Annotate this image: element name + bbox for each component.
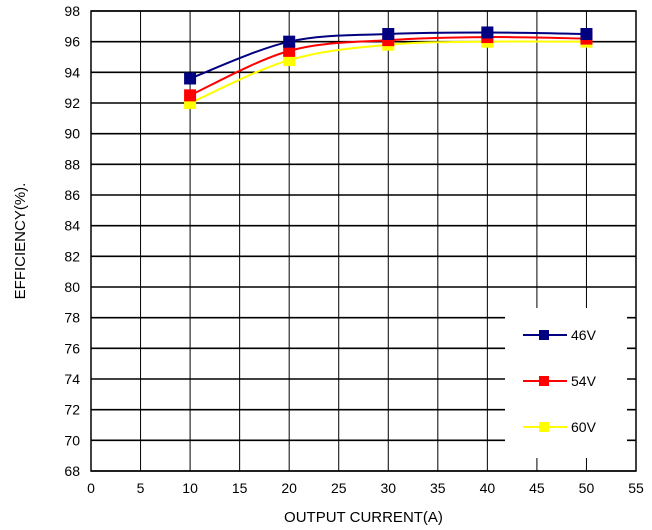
- y-tick-label: 98: [64, 3, 80, 19]
- x-axis-ticks: 0 5 10 15 20 25 30 35 40 45 50 55: [87, 480, 644, 496]
- data-point-46V: [184, 72, 197, 85]
- x-tick-label: 45: [529, 480, 545, 496]
- data-point-54V: [184, 89, 197, 102]
- data-point-46V: [283, 35, 296, 48]
- y-tick-label: 94: [64, 64, 80, 80]
- legend-item-54V: 54V: [523, 373, 597, 389]
- x-tick-label: 25: [331, 480, 347, 496]
- x-tick-label: 20: [281, 480, 297, 496]
- legend-marker: [539, 330, 549, 340]
- legend-marker: [539, 376, 549, 386]
- legend-label: 54V: [571, 373, 597, 389]
- y-tick-label: 88: [64, 156, 80, 172]
- x-tick-label: 35: [430, 480, 446, 496]
- x-tick-label: 15: [232, 480, 248, 496]
- y-tick-label: 74: [64, 371, 80, 387]
- x-tick-label: 40: [480, 480, 496, 496]
- plot-frame: [90, 10, 637, 472]
- y-tick-label: 68: [64, 463, 80, 479]
- x-tick-label: 55: [628, 480, 644, 496]
- legend-item-46V: 46V: [523, 327, 597, 343]
- legend-box: [505, 308, 627, 458]
- y-axis-title: EFFICIENCY(%).: [12, 183, 29, 300]
- y-tick-label: 70: [64, 432, 80, 448]
- x-tick-label: 0: [87, 480, 95, 496]
- y-tick-label: 90: [64, 126, 80, 142]
- data-point-46V: [382, 28, 395, 40]
- x-tick-label: 5: [137, 480, 145, 496]
- data-point-46V: [580, 28, 593, 40]
- y-tick-label: 72: [64, 402, 80, 418]
- y-tick-label: 84: [64, 218, 80, 234]
- legend-label: 46V: [571, 327, 597, 343]
- data-point-54V: [283, 44, 296, 57]
- legend-marker: [539, 422, 549, 432]
- y-tick-label: 80: [64, 279, 80, 295]
- series-46V: [184, 26, 593, 85]
- legend: 46V 54V 60V: [505, 308, 627, 458]
- x-axis-title: OUTPUT CURRENT(A): [284, 509, 443, 526]
- x-tick-label: 10: [182, 480, 198, 496]
- x-tick-label: 30: [380, 480, 396, 496]
- series-area: [184, 26, 593, 109]
- data-point-60V: [283, 54, 296, 67]
- y-tick-label: 92: [64, 95, 80, 111]
- legend-item-60V: 60V: [523, 419, 597, 435]
- y-tick-label: 82: [64, 248, 80, 264]
- y-tick-label: 96: [64, 34, 80, 50]
- y-axis-ticks: 68 70 72 74 76 78 80 82 84 86 88 90 92 94 96 98: [64, 3, 80, 479]
- y-tick-label: 76: [64, 340, 80, 356]
- x-tick-label: 50: [579, 480, 595, 496]
- y-tick-label: 86: [64, 187, 80, 203]
- legend-label: 60V: [571, 419, 597, 435]
- data-point-46V: [481, 26, 494, 39]
- y-tick-label: 78: [64, 310, 80, 326]
